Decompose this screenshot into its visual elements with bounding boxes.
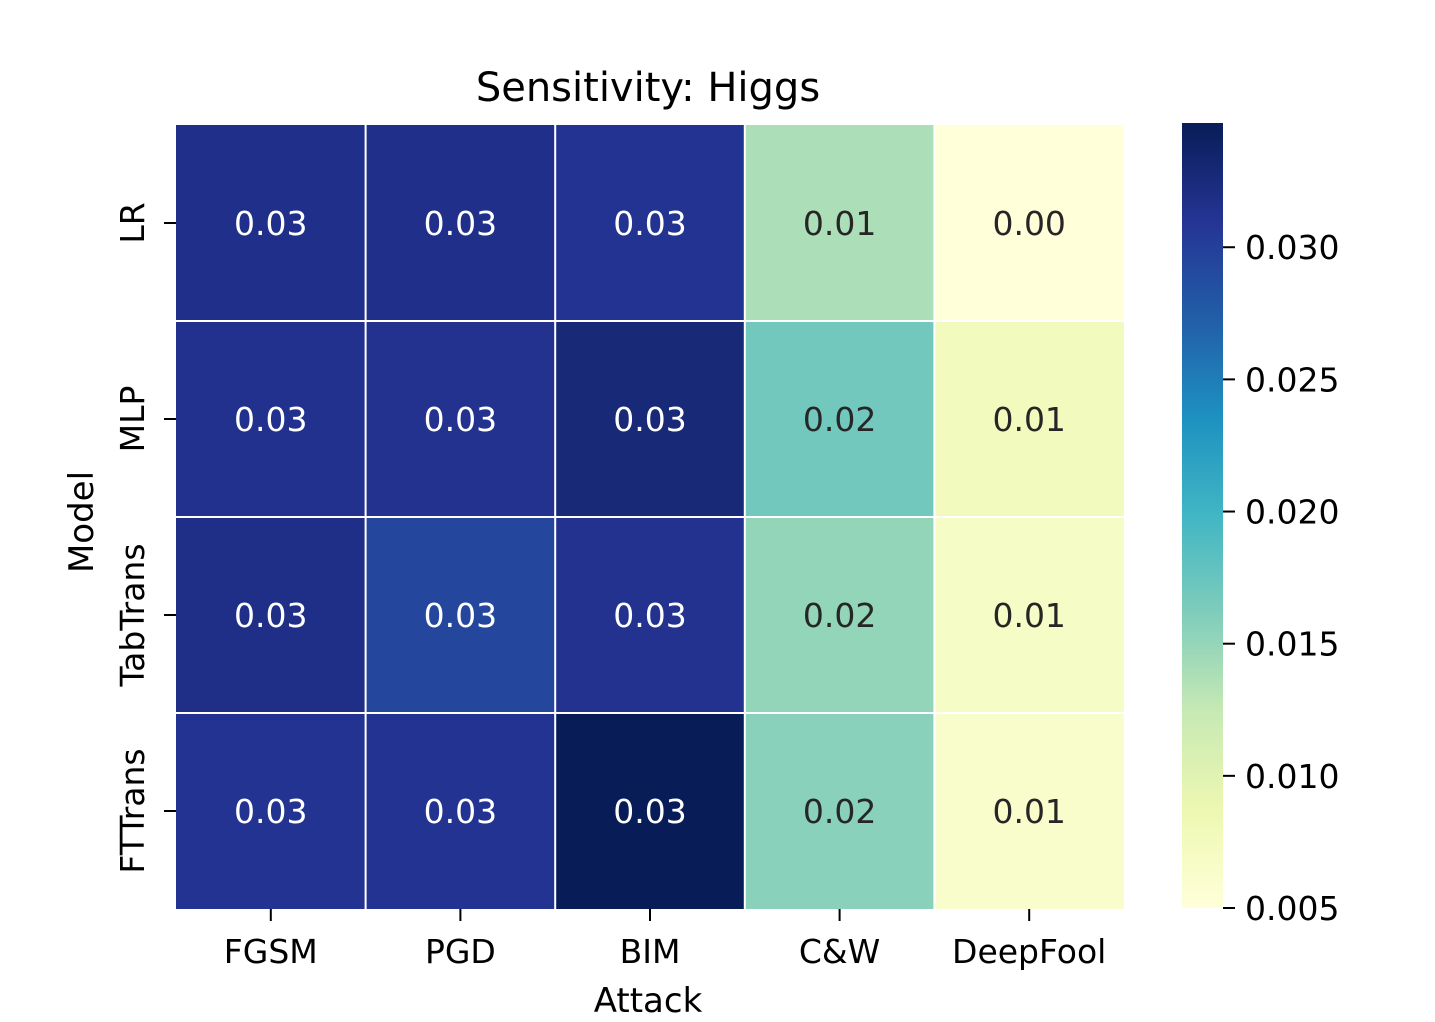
x-tick-label: PGD bbox=[425, 932, 496, 971]
colorbar-tick-label: 0.015 bbox=[1245, 625, 1339, 664]
colorbar-tick-label: 0.020 bbox=[1245, 493, 1339, 532]
cell-value-label: 0.03 bbox=[234, 204, 307, 243]
cell-value-label: 0.02 bbox=[803, 792, 876, 831]
heatmap-cell bbox=[365, 517, 556, 713]
x-tick-label: BIM bbox=[620, 932, 681, 971]
heatmap-cell bbox=[555, 321, 745, 517]
cell-value-label: 0.03 bbox=[234, 792, 307, 831]
y-tick-label: TabTrans bbox=[113, 543, 152, 687]
cell-value-label: 0.03 bbox=[613, 792, 686, 831]
cell-value-label: 0.01 bbox=[992, 792, 1065, 831]
cell-value-label: 0.01 bbox=[992, 596, 1065, 635]
heatmap-cell bbox=[555, 713, 745, 909]
heatmap-cell bbox=[176, 517, 366, 713]
cell-value-label: 0.02 bbox=[803, 596, 876, 635]
heatmap-cell bbox=[176, 321, 366, 517]
colorbar-tick-label: 0.025 bbox=[1245, 360, 1339, 399]
cell-value-label: 0.01 bbox=[992, 400, 1065, 439]
cell-value-label: 0.03 bbox=[424, 792, 497, 831]
cell-value-label: 0.03 bbox=[424, 204, 497, 243]
heatmap-cell bbox=[934, 321, 1124, 517]
x-tick-label: C&W bbox=[799, 932, 880, 971]
colorbar-tick-label: 0.030 bbox=[1245, 228, 1339, 267]
cell-value-label: 0.00 bbox=[992, 204, 1065, 243]
colorbar-ticks: 0.005 0.010 0.015 0.020 0.025 0.030 bbox=[1223, 228, 1339, 928]
heatmap-cell bbox=[934, 713, 1124, 909]
cell-value-label: 0.03 bbox=[613, 400, 686, 439]
cell-value-label: 0.02 bbox=[803, 400, 876, 439]
heatmap-cells bbox=[176, 125, 1124, 909]
x-tick-label: DeepFool bbox=[952, 932, 1106, 971]
heatmap-cell-labels: 0.03 0.03 0.03 0.01 0.00 0.03 0.03 0.03 0.02 0.01… bbox=[234, 204, 1066, 831]
heatmap-cell bbox=[176, 125, 366, 321]
heatmap-cell bbox=[555, 517, 745, 713]
y-tick-label: LR bbox=[113, 202, 152, 243]
heatmap-cell bbox=[934, 125, 1124, 321]
cell-value-label: 0.03 bbox=[613, 596, 686, 635]
cell-value-label: 0.03 bbox=[613, 204, 686, 243]
y-tick-label: FTTrans bbox=[113, 748, 152, 873]
x-axis-label: Attack bbox=[594, 981, 703, 1021]
colorbar: 0.005 0.010 0.015 0.020 0.025 0.030 bbox=[1182, 123, 1339, 928]
cell-value-label: 0.03 bbox=[424, 596, 497, 635]
heatmap-cell bbox=[176, 713, 366, 909]
chart-title: Sensitivity: Higgs bbox=[476, 65, 820, 111]
colorbar-gradient bbox=[1182, 123, 1223, 908]
heatmap-cell bbox=[934, 517, 1124, 713]
cell-value-label: 0.03 bbox=[424, 400, 497, 439]
y-tick-label: MLP bbox=[113, 386, 152, 453]
heatmap-gridlines bbox=[176, 125, 1124, 909]
heatmap-cell bbox=[744, 517, 935, 713]
heatmap-cell bbox=[555, 125, 745, 321]
colorbar-tick-label: 0.005 bbox=[1245, 889, 1339, 928]
y-axis: LR MLP TabTrans FTTrans bbox=[113, 202, 176, 874]
colorbar-tick-label: 0.010 bbox=[1245, 757, 1339, 796]
heatmap-cell bbox=[744, 125, 935, 321]
y-axis-label: Model bbox=[62, 471, 102, 573]
heatmap-cell bbox=[365, 125, 556, 321]
heatmap-cell bbox=[365, 321, 556, 517]
cell-value-label: 0.03 bbox=[234, 400, 307, 439]
cell-value-label: 0.03 bbox=[234, 596, 307, 635]
heatmap-cell bbox=[744, 321, 935, 517]
x-tick-label: FGSM bbox=[224, 932, 318, 971]
x-axis: FGSM PGD BIM C&W DeepFool bbox=[224, 909, 1106, 971]
cell-value-label: 0.01 bbox=[803, 204, 876, 243]
heatmap-cell bbox=[744, 713, 935, 909]
heatmap-cell bbox=[365, 713, 556, 909]
